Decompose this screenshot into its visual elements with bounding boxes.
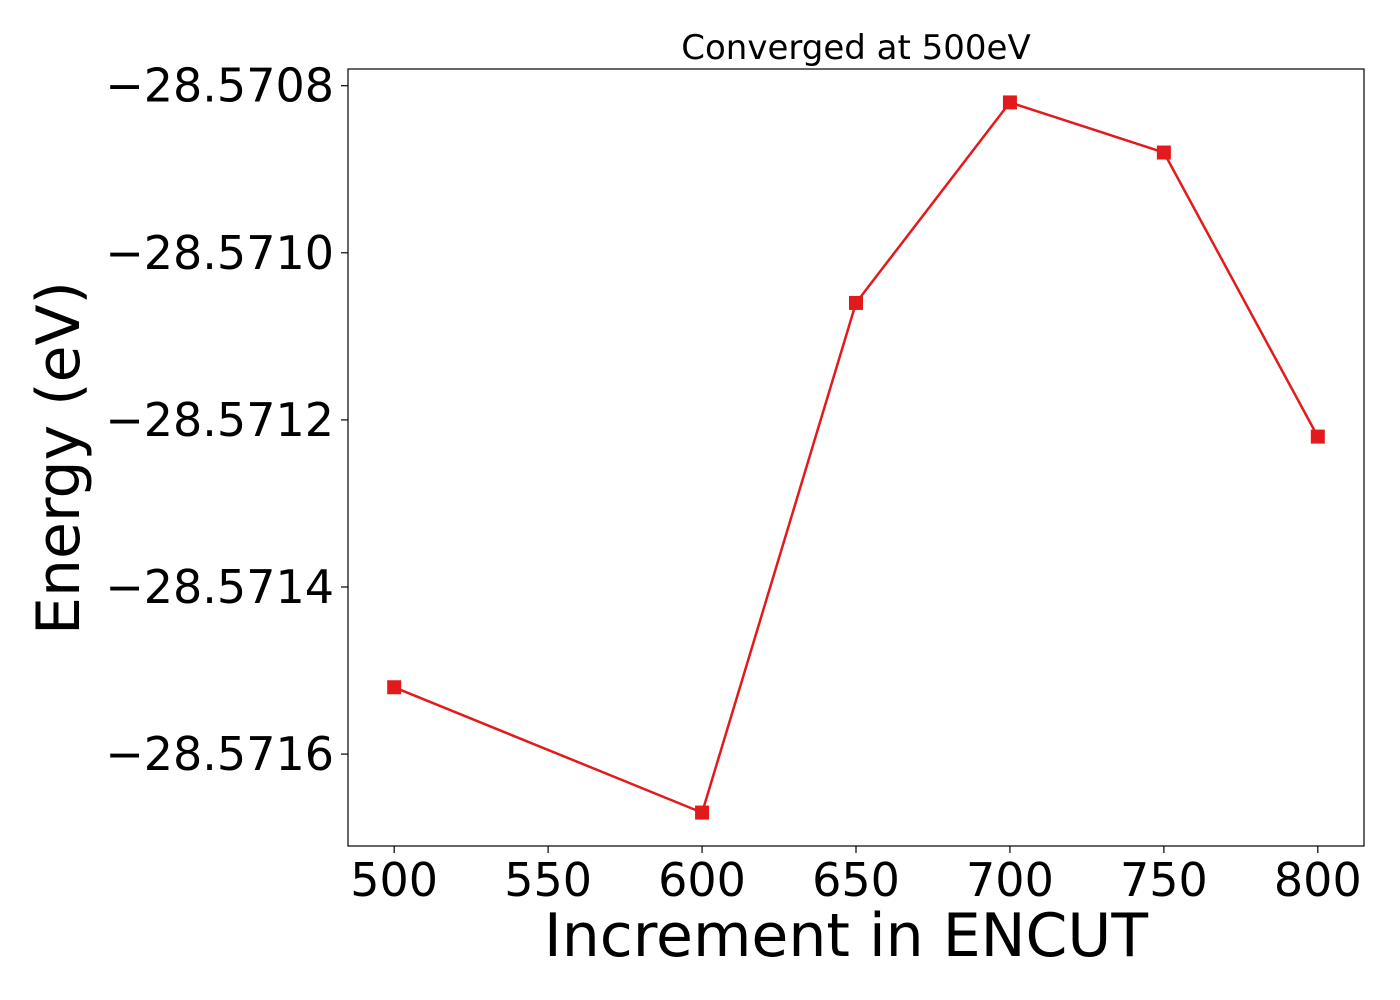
x-tick-label: 700 [966,853,1054,907]
y-tick-label: −28.5712 [105,393,334,447]
x-axis: 500 550 600 650 700 750 800 [350,846,1362,907]
x-tick-label: 750 [1120,853,1208,907]
x-tick-label: 800 [1274,853,1362,907]
data-point-marker [849,295,863,310]
y-tick-label: −28.5714 [105,560,334,614]
chart-title: Converged at 500eV [681,28,1030,68]
data-point-marker [1002,95,1017,110]
series-line [393,100,1319,815]
series-layer [387,95,1325,820]
y-axis-title: Energy (eV) [24,281,94,635]
x-tick-label: 550 [504,853,592,907]
x-tick-label: 600 [658,853,746,907]
y-tick-label: −28.5710 [105,226,334,280]
y-tick-label: −28.5708 [105,59,334,113]
data-point-marker [387,680,402,695]
y-tick-label: −28.5716 [105,727,334,781]
x-tick-label: 650 [812,853,900,907]
y-axis: −28.5708 −28.5710 −28.5712 −28.5714 −28.5716 [105,59,348,781]
x-axis-title: Increment in ENCUT [544,901,1148,971]
data-point-marker [1156,145,1171,160]
data-point-marker [695,805,710,820]
plot-area [347,68,1365,847]
data-point-marker [1310,429,1325,444]
x-tick-label: 500 [350,853,438,907]
